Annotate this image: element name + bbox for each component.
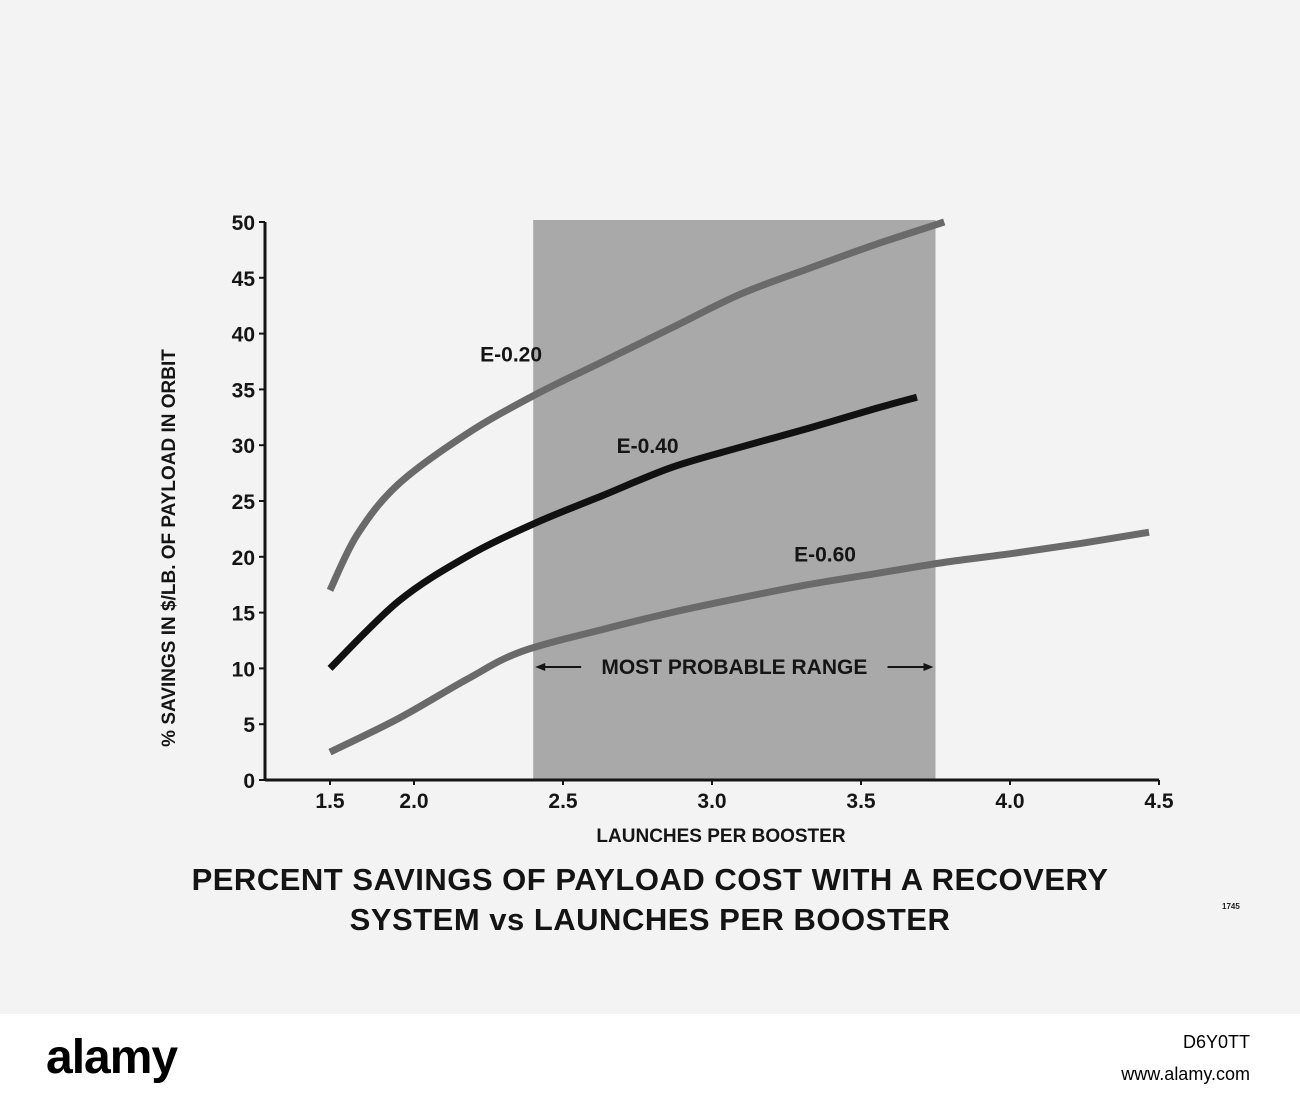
y-tick-label: 0 (243, 770, 255, 793)
x-tick-label: 1.5 (315, 790, 345, 813)
y-tick-label: 30 (232, 435, 255, 458)
y-tick-label: 20 (232, 547, 255, 570)
y-axis-title: % SAVINGS IN $/LB. OF PAYLOAD IN ORBIT (159, 349, 180, 747)
chart-title: PERCENT SAVINGS OF PAYLOAD COST WITH A R… (190, 860, 1110, 940)
y-tick-label: 25 (232, 491, 256, 514)
chart-svg: MOST PROBABLE RANGE E-0.20 E-0.40 E-0.60 0… (159, 212, 1174, 847)
x-tick-label: 3.0 (697, 790, 726, 813)
y-tick-label: 5 (243, 714, 255, 737)
series-label: E-0.20 (480, 344, 542, 367)
chart-title-line-1: PERCENT SAVINGS OF PAYLOAD COST WITH A R… (191, 862, 1109, 897)
y-tick-label: 15 (232, 603, 256, 626)
series-line-e-0-40 (327, 393, 918, 671)
x-ticks: 1.5 2.0 2.5 3.0 3.5 4.0 4.5 (315, 780, 1174, 813)
range-arrow-left-head (535, 662, 546, 671)
y-ticks: 0 5 10 15 20 25 30 35 40 45 50 (232, 212, 265, 793)
y-tick-label: 10 (232, 658, 255, 681)
series-layer: E-0.20 E-0.40 E-0.60 (326, 218, 1150, 756)
plate-id: 1745 (1222, 902, 1240, 911)
image-url: www.alamy.com (1121, 1064, 1250, 1084)
chart-photo: MOST PROBABLE RANGE E-0.20 E-0.40 E-0.60 0… (159, 212, 1240, 940)
y-tick-label: 35 (232, 379, 256, 402)
x-tick-label: 3.5 (846, 790, 876, 813)
x-tick-label: 4.0 (995, 790, 1024, 813)
x-tick-label: 2.0 (399, 790, 428, 813)
x-tick-label: 2.5 (548, 790, 578, 813)
chart-title-line-2: SYSTEM vs LAUNCHES PER BOOSTER (349, 902, 951, 937)
range-arrow-right-head (923, 662, 934, 671)
y-tick-label: 40 (232, 324, 255, 347)
range-label: MOST PROBABLE RANGE (601, 656, 867, 679)
x-tick-label: 4.5 (1144, 790, 1174, 813)
series-line-e-0-20 (326, 218, 946, 592)
y-tick-label: 45 (232, 268, 256, 291)
series-label: E-0.60 (794, 543, 856, 566)
range-arrows (535, 662, 934, 671)
series-line-e-0-60 (328, 528, 1150, 756)
y-tick-label: 50 (232, 212, 255, 235)
watermark-bar (0, 1014, 1300, 1104)
series-label: E-0.40 (617, 435, 679, 458)
x-axis-title: LAUNCHES PER BOOSTER (596, 826, 845, 847)
watermark-logo: alamy (46, 1031, 178, 1084)
image-id: D6Y0TT (1182, 1032, 1250, 1052)
